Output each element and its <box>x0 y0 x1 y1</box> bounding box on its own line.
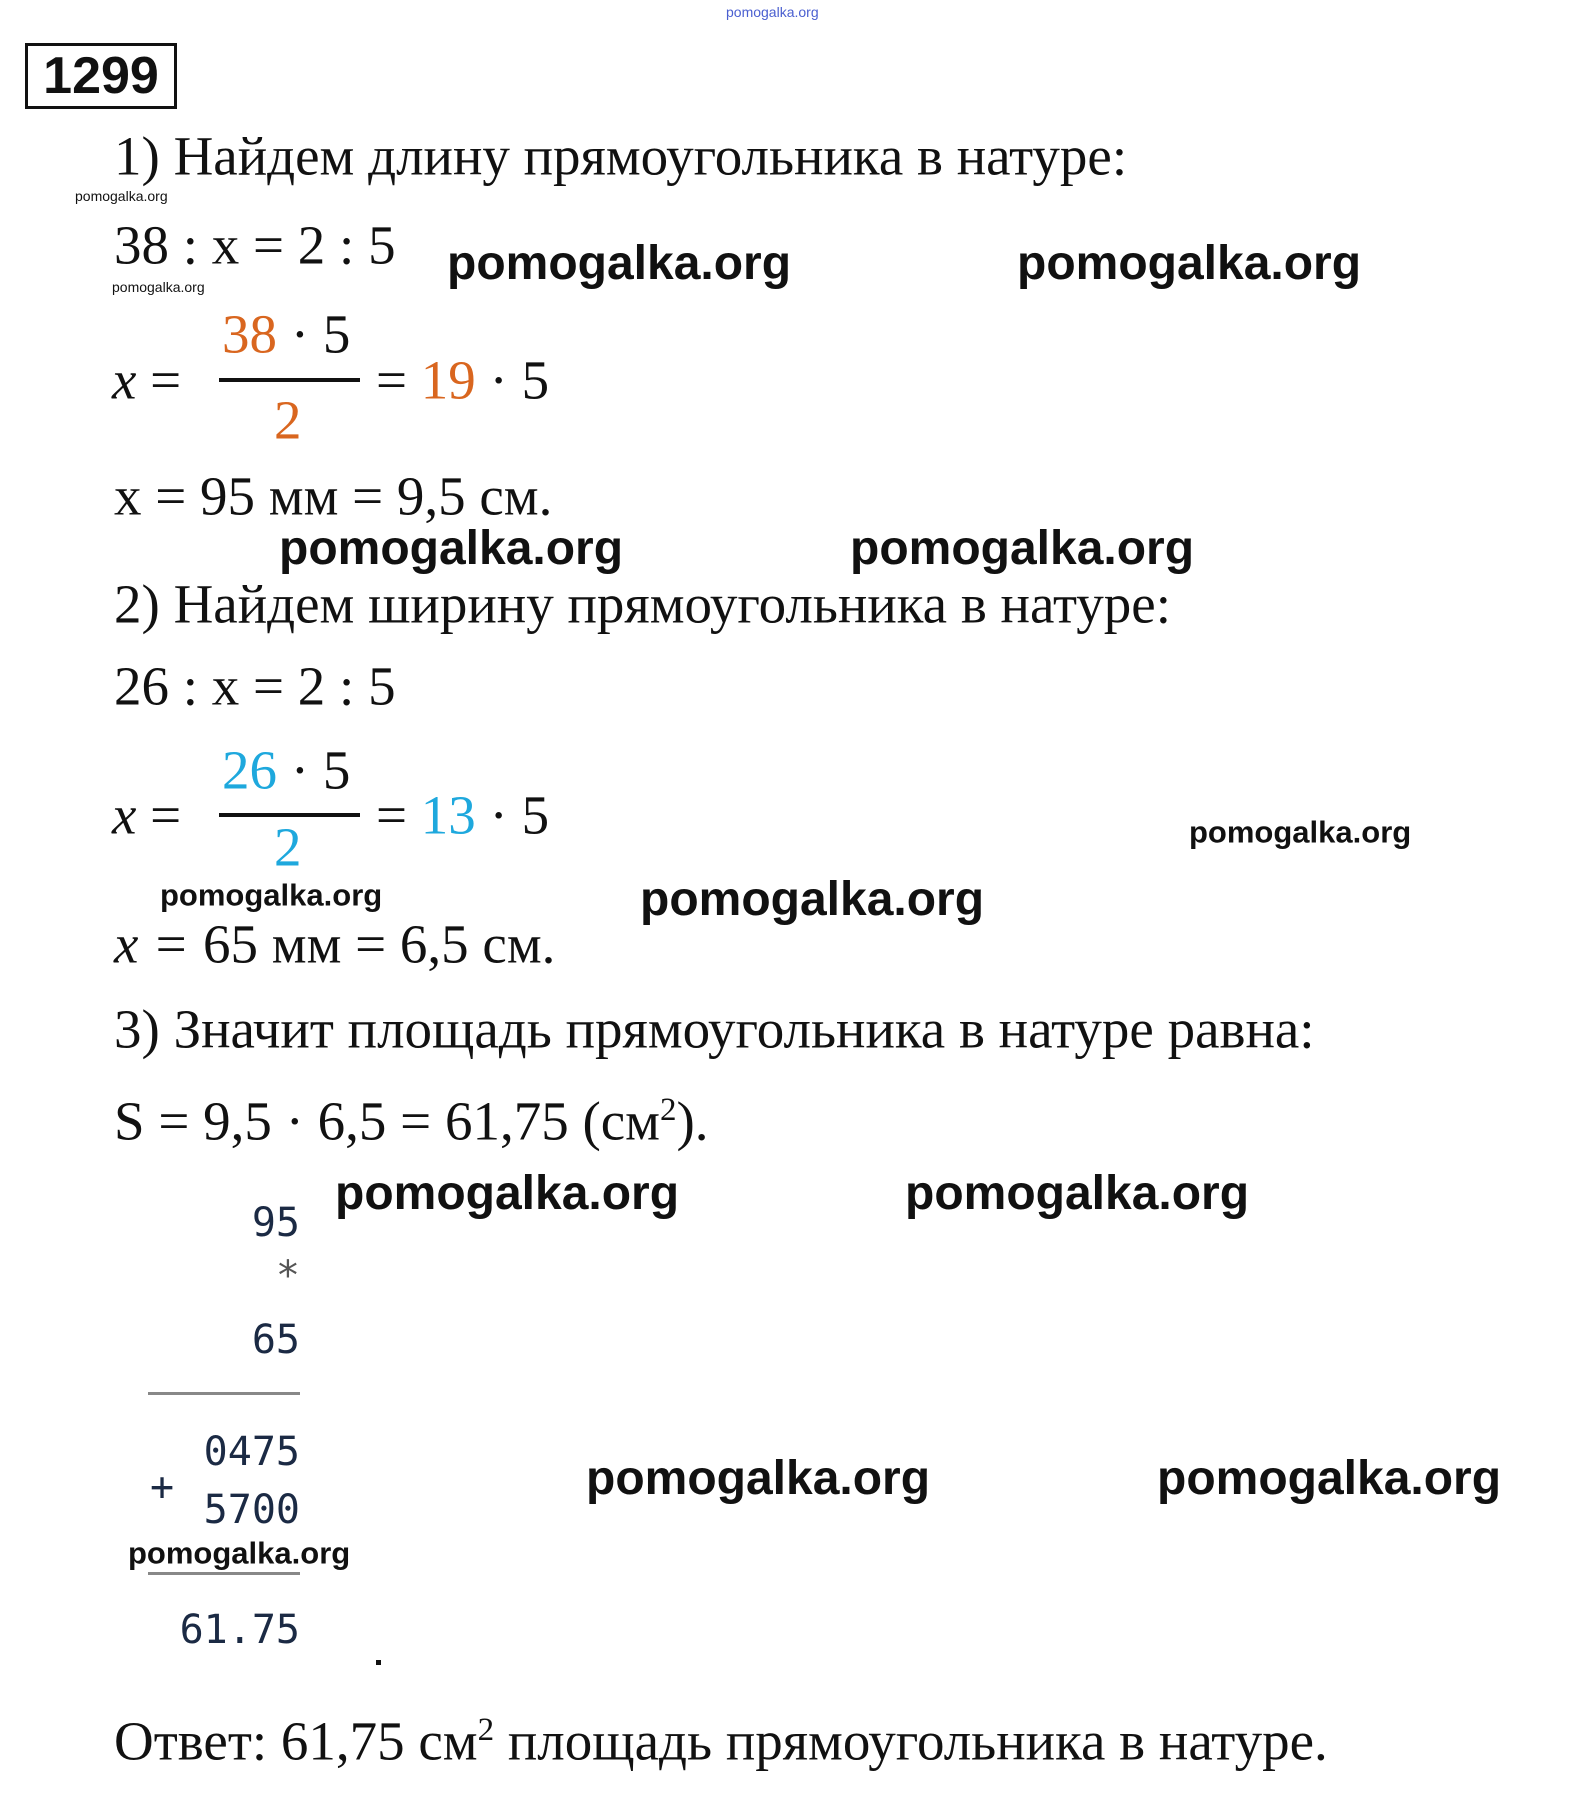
column-plus: + <box>150 1464 175 1510</box>
watermark: pomogalka.org <box>1157 1452 1502 1505</box>
column-result: 61.75 <box>179 1607 300 1653</box>
watermark: pomogalka.org <box>1189 814 1412 850</box>
watermark: pomogalka.org <box>335 1167 680 1220</box>
simplified-value: 13 <box>420 784 476 846</box>
step1-heading: 1) Найдем длину прямоугольника в натуре: <box>114 125 1128 187</box>
watermark: pomogalka.org <box>160 877 383 913</box>
step1-simplified: = 19 · 5 <box>376 349 550 411</box>
result-lhs: x = <box>114 913 204 975</box>
answer-text: Ответ: 61,75 см <box>114 1710 478 1772</box>
formula-text: S = 9,5 · 6,5 = 61,75 (см <box>114 1090 660 1152</box>
step2-simplified: = 13 · 5 <box>376 784 550 846</box>
watermark: pomogalka.org <box>905 1167 1250 1220</box>
column-factor-a: 95 <box>251 1200 300 1246</box>
problem-number: 1299 <box>25 43 177 109</box>
formula-sup: 2 <box>659 1092 677 1129</box>
variable-x: x = <box>112 349 182 411</box>
watermark: pomogalka.org <box>850 522 1195 575</box>
fraction-line <box>219 813 360 817</box>
answer-end: площадь прямоугольника в натуре. <box>494 1710 1328 1772</box>
numerator-factor: · 5 <box>290 739 351 801</box>
simplified-factor: · 5 <box>489 349 550 411</box>
numerator-value: 38 <box>222 303 277 365</box>
watermark: pomogalka.org <box>726 4 819 20</box>
numerator-value: 26 <box>222 739 277 801</box>
column-line <box>148 1572 300 1575</box>
simplified-factor: · 5 <box>489 784 550 846</box>
column-partial-2: 5700 <box>203 1487 300 1533</box>
step2-numerator: 26 · 5 <box>222 743 350 798</box>
watermark: pomogalka.org <box>640 873 985 926</box>
step2-denominator: 2 <box>274 816 302 878</box>
answer: Ответ: 61,75 см2 площадь прямоугольника … <box>114 1714 1328 1769</box>
step1-proportion: 38 : x = 2 : 5 <box>114 214 396 276</box>
step2-heading: 2) Найдем ширину прямоугольника в натуре… <box>114 573 1171 635</box>
dot <box>376 1660 381 1665</box>
step2-result: x = 65 мм = 6,5 см. <box>114 917 555 972</box>
variable-x: x = <box>112 784 182 846</box>
step2-proportion: 26 : x = 2 : 5 <box>114 655 396 717</box>
numerator-factor: · 5 <box>290 303 351 365</box>
step1-denominator: 2 <box>274 389 302 451</box>
step1-numerator: 38 · 5 <box>222 307 350 362</box>
column-operator: * <box>275 1253 300 1299</box>
watermark: pomogalka.org <box>279 522 624 575</box>
answer-sup: 2 <box>477 1712 495 1749</box>
result-rhs: 65 мм = 6,5 см. <box>203 913 556 975</box>
column-line <box>148 1392 300 1395</box>
watermark: pomogalka.org <box>75 188 168 204</box>
column-factor-b: 65 <box>251 1317 300 1363</box>
step1-result: x = 95 мм = 9,5 см. <box>114 465 553 527</box>
step3-heading: 3) Значит площадь прямоугольника в натур… <box>114 998 1315 1060</box>
simplified-value: 19 <box>420 349 476 411</box>
column-partial-1: 0475 <box>203 1429 300 1475</box>
watermark: pomogalka.org <box>1017 237 1362 290</box>
watermark: pomogalka.org <box>586 1452 931 1505</box>
watermark: pomogalka.org <box>112 279 205 295</box>
formula-end: ). <box>676 1090 709 1152</box>
watermark: pomogalka.org <box>447 237 792 290</box>
step3-formula: S = 9,5 · 6,5 = 61,75 (см2). <box>114 1094 709 1149</box>
fraction-line <box>219 378 360 382</box>
watermark: pomogalka.org <box>128 1535 351 1571</box>
